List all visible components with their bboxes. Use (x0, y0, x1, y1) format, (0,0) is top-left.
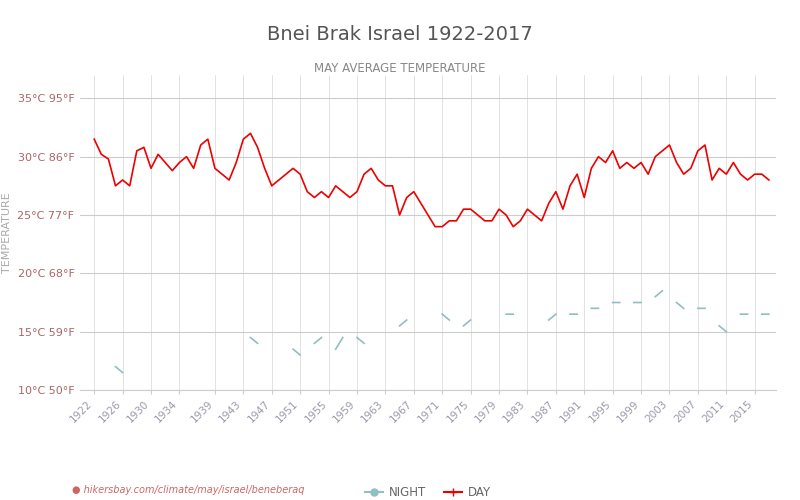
Text: MAY AVERAGE TEMPERATURE: MAY AVERAGE TEMPERATURE (314, 62, 486, 76)
Text: ● hikersbay.com/climate/may/israel/beneberaq: ● hikersbay.com/climate/may/israel/beneb… (72, 485, 305, 495)
Text: Bnei Brak Israel 1922-2017: Bnei Brak Israel 1922-2017 (267, 25, 533, 44)
Legend: NIGHT, DAY: NIGHT, DAY (361, 482, 495, 500)
Y-axis label: TEMPERATURE: TEMPERATURE (2, 192, 12, 273)
